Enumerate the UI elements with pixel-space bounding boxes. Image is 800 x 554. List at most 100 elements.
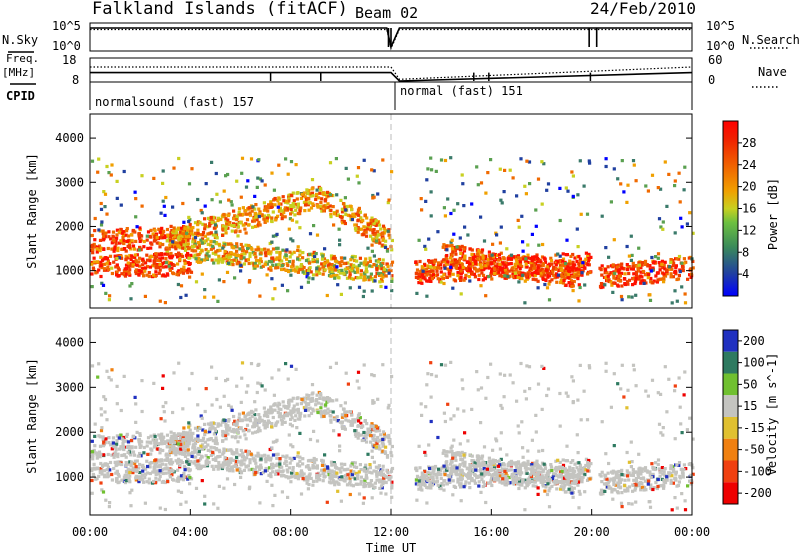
power-cell xyxy=(473,275,477,279)
velocity-cell xyxy=(185,460,189,464)
power-cell xyxy=(503,276,507,280)
power-cell xyxy=(601,282,605,286)
power-cell xyxy=(626,183,630,187)
velocity-cell xyxy=(158,463,162,467)
power-cell xyxy=(571,194,575,198)
beam-label: Beam 02 xyxy=(355,4,418,22)
velocity-cell xyxy=(375,473,379,477)
power-cell xyxy=(289,273,293,277)
power-cell xyxy=(415,262,419,266)
power-cell xyxy=(663,160,667,164)
power-cell xyxy=(351,212,355,216)
power-cell xyxy=(180,269,184,273)
power-cell xyxy=(379,273,383,278)
power-cell xyxy=(105,212,109,216)
power-cell xyxy=(254,215,258,219)
power-cell xyxy=(470,202,474,206)
power-cell xyxy=(640,279,645,283)
power-cell xyxy=(629,234,633,238)
velocity-cell xyxy=(125,479,129,483)
power-cell xyxy=(208,221,212,226)
velocity-cell xyxy=(238,418,242,422)
velocity-cell xyxy=(278,457,282,461)
power-cell xyxy=(468,262,472,266)
power-cell xyxy=(135,225,139,229)
power-cell xyxy=(196,245,200,249)
power-cell xyxy=(540,160,544,164)
velocity-cell xyxy=(308,458,312,463)
power-cell xyxy=(356,270,360,274)
power-cell xyxy=(646,264,650,268)
power-cell xyxy=(318,267,322,271)
power-cell xyxy=(521,257,525,261)
power-cell xyxy=(328,204,332,208)
velocity-cell xyxy=(311,399,315,403)
velocity-cell xyxy=(269,475,273,479)
power-cell xyxy=(271,234,275,238)
power-cell xyxy=(498,268,502,272)
velocity-cell xyxy=(201,428,205,432)
velocity-cell xyxy=(418,479,422,483)
velocity-cell xyxy=(251,431,255,435)
power-cell xyxy=(223,249,227,254)
power-cell xyxy=(277,163,281,167)
power-cell xyxy=(431,259,435,263)
power-cell xyxy=(547,282,551,286)
power-cell xyxy=(353,255,357,259)
power-cell xyxy=(543,260,548,264)
power-cell xyxy=(382,270,386,274)
power-cell xyxy=(517,256,521,260)
power-colorbar-tick-label: 12 xyxy=(742,223,756,237)
power-cell xyxy=(461,255,465,259)
power-cell xyxy=(442,281,446,286)
velocity-cell xyxy=(431,470,435,474)
power-cell xyxy=(116,246,120,250)
power-cell xyxy=(354,212,358,216)
velocity-cell xyxy=(125,432,129,436)
power-cell xyxy=(102,234,106,238)
power-cell xyxy=(200,211,204,215)
velocity-cell xyxy=(179,474,184,478)
power-cell xyxy=(148,234,152,238)
power-cell xyxy=(344,270,348,274)
power-cell xyxy=(263,247,267,251)
power-cell xyxy=(235,262,239,266)
velocity-cell xyxy=(206,443,210,447)
power-cell xyxy=(675,257,679,261)
power-cell xyxy=(113,247,117,251)
power-cell xyxy=(506,274,510,279)
power-cell xyxy=(480,271,484,275)
power-cell xyxy=(126,244,130,248)
power-cell xyxy=(535,253,539,257)
velocity-cell xyxy=(359,468,363,472)
power-cell xyxy=(445,275,449,279)
velocity-cell xyxy=(378,471,382,475)
velocity-cell xyxy=(321,471,325,475)
velocity-cell xyxy=(246,453,250,457)
velocity-cell xyxy=(500,472,504,476)
power-cell xyxy=(499,225,503,229)
power-cell xyxy=(207,254,211,258)
power-cell xyxy=(575,259,579,263)
power-cell xyxy=(354,228,358,232)
power-cell xyxy=(446,260,450,264)
power-cell xyxy=(204,239,208,243)
power-cell xyxy=(177,269,181,273)
power-cell xyxy=(119,227,123,231)
velocity-cell xyxy=(333,474,337,479)
velocity-cell xyxy=(193,426,198,430)
velocity-cell xyxy=(174,437,178,441)
power-cell xyxy=(266,209,270,213)
power-cell xyxy=(601,285,605,289)
power-cell xyxy=(540,255,545,259)
power-cell xyxy=(372,254,376,258)
velocity-cell xyxy=(317,471,321,475)
velocity-cell xyxy=(299,402,303,406)
velocity-cell xyxy=(211,421,215,425)
power-cell xyxy=(186,225,190,229)
power-cell xyxy=(305,188,309,192)
velocity-cell xyxy=(90,450,95,454)
velocity-cell xyxy=(148,465,152,469)
power-cell xyxy=(265,219,269,223)
velocity-cell xyxy=(265,424,269,429)
